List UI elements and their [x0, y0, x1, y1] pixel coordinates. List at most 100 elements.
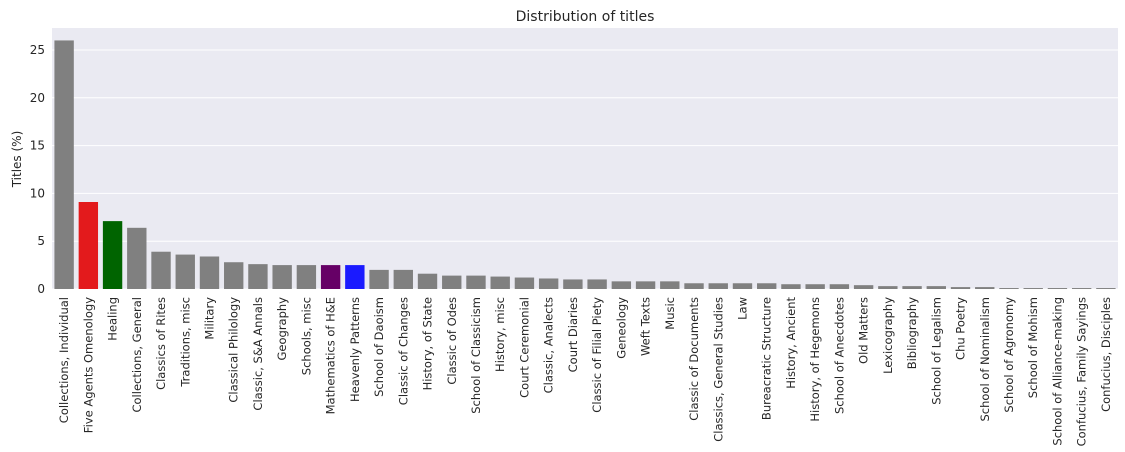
bar: [199, 256, 220, 289]
x-tick-label: Healing: [106, 297, 120, 341]
x-tick-label: Schools, misc: [299, 297, 313, 375]
x-tick-label: Five Agents Omenology: [81, 297, 95, 433]
bar: [345, 265, 365, 289]
bar: [1096, 288, 1116, 289]
x-tick-label: Bibliography: [905, 297, 919, 369]
x-tick-label: Mathematics of H&E: [324, 297, 338, 414]
bar: [490, 276, 510, 289]
bar: [805, 284, 825, 289]
bar: [1071, 288, 1092, 289]
bar: [417, 273, 438, 289]
bar: [514, 277, 535, 289]
x-tick-label: Music: [663, 297, 677, 330]
bar: [829, 284, 850, 289]
x-tick-label: School of Alliance-making: [1050, 297, 1064, 446]
x-tick-label: Geography: [275, 297, 289, 361]
x-tick-label: Confucius, Family Sayings: [1075, 297, 1089, 446]
x-tick-label: Classic of Changes: [396, 297, 410, 405]
bar: [902, 286, 922, 289]
bar: [563, 279, 583, 289]
bar: [224, 262, 244, 289]
bar: [708, 283, 728, 289]
bar: [975, 287, 995, 289]
x-tick-label: Heavenly Patterns: [348, 297, 362, 402]
x-tick-label: History, of Hegemons: [808, 297, 822, 422]
x-tick-label: Lexicography: [881, 297, 895, 374]
bar: [660, 281, 680, 289]
bar: [127, 227, 147, 289]
x-tick-label: Classic, Analects: [542, 297, 556, 393]
x-tick-label: Confucius, Disciples: [1099, 297, 1113, 412]
x-tick-label: Geneology: [614, 297, 628, 359]
bar: [781, 284, 801, 289]
x-tick-label: Old Matters: [857, 297, 871, 364]
bar: [54, 40, 74, 289]
bar: [950, 287, 971, 289]
x-tick-label: Court Ceremonial: [517, 297, 531, 398]
bar: [151, 251, 171, 289]
x-tick-label: Collections, Individual: [57, 297, 71, 423]
x-tick-label: School of Mohism: [1026, 297, 1040, 398]
x-tick-label: School of Classicism: [469, 297, 483, 414]
y-tick-label: 10: [30, 186, 45, 200]
x-tick-label: Classic, S&A Annals: [251, 297, 265, 411]
plot-area: [52, 28, 1118, 289]
x-tick-label: History, Ancient: [784, 297, 798, 389]
y-tick-label: 25: [30, 43, 45, 57]
x-tick-label: School of Daoism: [372, 297, 386, 397]
x-tick-label: School of Anecdotes: [832, 297, 846, 414]
bar: [296, 265, 317, 289]
y-tick-label: 20: [30, 91, 45, 105]
bar: [320, 265, 341, 289]
x-tick-label: Law: [735, 297, 749, 320]
bar: [1047, 288, 1068, 289]
bar: [999, 288, 1019, 289]
bar: [587, 279, 607, 289]
x-tick-label: Bureacratic Structure: [760, 297, 774, 420]
bar: [538, 278, 559, 289]
bar: [102, 221, 123, 289]
x-tick-label: School of Legalism: [929, 297, 943, 405]
bar: [926, 286, 946, 289]
bar: [1023, 288, 1043, 289]
x-tick-label: Court Diaries: [566, 297, 580, 372]
bar: [878, 286, 898, 289]
bar: [369, 269, 389, 289]
bar: [684, 283, 704, 289]
bar: [732, 283, 753, 289]
x-tick-label: Traditions, misc: [178, 297, 192, 388]
bar: [248, 264, 268, 289]
bar: [635, 281, 656, 289]
x-tick-label: History, of State: [421, 297, 435, 390]
x-tick-label: Classics, General Studies: [711, 297, 725, 442]
bar: [853, 285, 874, 289]
x-axis-ticks: Collections, Individual Five Agents Omeno…: [57, 297, 1113, 447]
y-tick-label: 15: [30, 139, 45, 153]
x-tick-label: School of Agronomy: [1002, 297, 1016, 413]
y-tick-label: 5: [37, 234, 45, 248]
bar: [175, 254, 195, 289]
y-axis-ticks: 0 5 10 15 20 25: [30, 43, 45, 296]
bar: [78, 202, 99, 289]
x-tick-label: Classic of Filial Piety: [590, 297, 604, 413]
x-tick-label: Classical Philology: [227, 297, 241, 403]
bar: [611, 281, 632, 289]
x-tick-label: Chu Poetry: [954, 297, 968, 360]
x-tick-label: Classic of Documents: [687, 297, 701, 421]
bars: [54, 40, 1116, 289]
x-tick-label: Classic of Odes: [445, 297, 459, 385]
x-tick-label: History, misc: [493, 297, 507, 372]
x-tick-label: Collections, General: [130, 297, 144, 413]
bar: [757, 283, 777, 289]
bar: [466, 275, 486, 289]
x-tick-label: Military: [202, 297, 216, 340]
x-tick-label: School of Nominalism: [978, 297, 992, 422]
y-axis-label: Titles (%): [10, 131, 24, 189]
y-tick-label: 0: [37, 282, 45, 296]
x-tick-label: Weft Texts: [639, 297, 653, 356]
x-tick-label: Classics of Rites: [154, 297, 168, 390]
chart-title: Distribution of titles: [516, 9, 655, 25]
bar: [272, 265, 292, 289]
bar: [393, 269, 413, 289]
